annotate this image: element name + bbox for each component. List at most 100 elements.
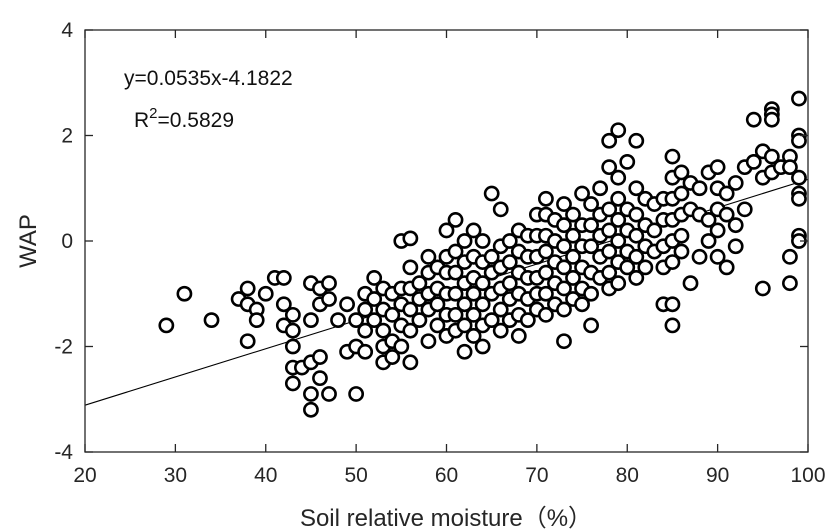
data-point [601,159,618,176]
data-point [492,201,509,218]
data-point [248,312,265,329]
x-tick-label: 20 [73,464,96,487]
data-point [447,285,464,302]
data-point [709,159,726,176]
data-point [646,222,663,239]
data-point [556,301,572,318]
y-axis-label: WAP [15,214,42,268]
data-point [538,306,554,323]
data-point [628,227,645,244]
data-point [203,312,220,329]
data-point [610,211,627,228]
data-point [791,190,807,207]
r-squared-value: =0.5829 [158,109,235,132]
data-point [556,333,572,350]
data-point [700,233,717,249]
data-point [284,338,301,355]
data-point [601,264,618,281]
data-point [284,375,301,392]
data-point [610,275,627,292]
data-point [402,322,419,339]
data-point [727,175,744,191]
data-point [501,254,518,270]
data-point [411,312,428,329]
data-point [257,285,274,302]
data-point [474,338,491,355]
data-point [718,185,735,202]
data-point [574,296,590,313]
data-point [565,270,581,286]
data-point [357,301,374,318]
data-point [284,306,301,323]
data-point [384,306,401,323]
data-point [510,328,527,344]
plot-area-frame [84,29,809,453]
data-point [420,248,437,265]
data-point [538,190,554,207]
data-point [610,169,627,186]
data-point [601,201,618,218]
data-point [601,132,618,149]
data-point [456,343,473,360]
data-point [303,386,319,402]
data-point [402,301,419,318]
data-point [402,230,419,247]
data-point [592,180,609,197]
data-point [483,185,500,202]
data-point [628,206,645,223]
data-point [339,296,355,313]
data-point [763,148,780,165]
data-point [754,280,771,297]
data-point [538,285,554,302]
data-point [429,296,446,313]
data-point [565,206,581,223]
data-point [366,270,383,286]
data-point [447,243,464,260]
data-point [321,275,337,292]
data-point [474,275,491,292]
r-squared-exponent: 2 [149,105,157,122]
data-point [673,164,690,181]
data-point [501,275,518,292]
data-point [664,296,681,313]
data-point [492,322,509,339]
data-point [538,264,554,281]
data-point [583,317,599,334]
data-point [158,317,175,334]
data-point [429,317,446,334]
data-point [447,306,464,323]
data-point [718,206,735,223]
data-point [420,333,437,350]
data-point [574,185,590,202]
data-point [709,222,726,239]
x-tick-label: 90 [706,464,729,487]
data-point [791,90,807,107]
data-point [727,238,744,255]
data-point [447,211,464,228]
data-point [709,248,726,265]
data-point [745,111,762,128]
scatter-points-layer [158,90,807,418]
data-point [610,122,627,139]
data-point [556,217,572,234]
data-point [348,386,365,402]
data-point [474,296,491,313]
data-point [239,333,256,350]
data-point [628,180,645,197]
data-point [465,306,482,323]
data-point [519,312,536,329]
data-point [556,259,572,276]
data-point [601,222,618,239]
data-point [411,275,428,292]
data-point [393,338,410,355]
data-point [465,328,482,344]
y-tick-label: -2 [54,336,73,359]
data-point [456,296,473,313]
data-point [402,259,419,276]
data-point [619,259,636,276]
y-tick-label: 2 [61,125,73,148]
data-point [375,322,392,339]
x-tick-label: 100 [790,464,825,487]
data-point [483,312,500,329]
